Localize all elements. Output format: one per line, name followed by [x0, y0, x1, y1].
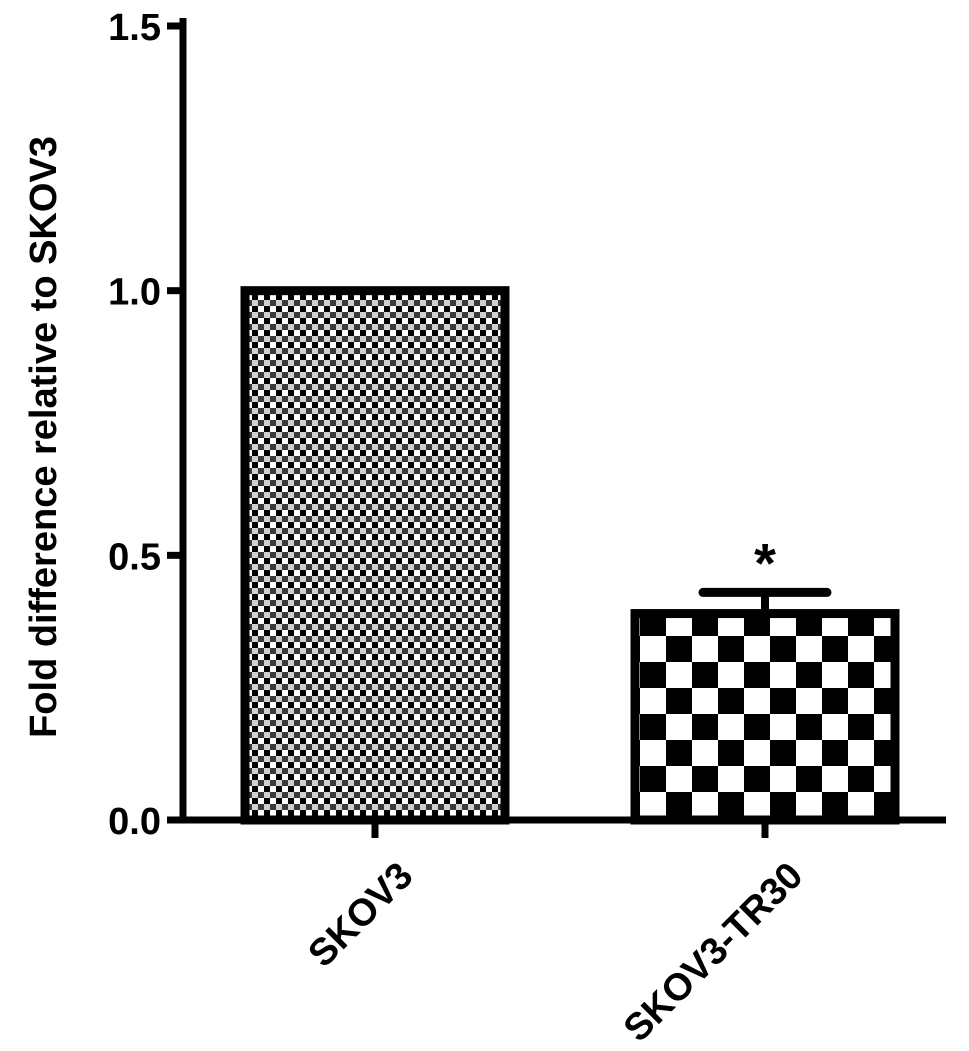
- bar-skov3-tr30: [630, 609, 900, 825]
- x-tick-label: SKOV3: [301, 855, 422, 976]
- annotations: *: [754, 531, 776, 594]
- error-bars: [698, 587, 832, 614]
- y-tick-label: 1.0: [108, 272, 161, 314]
- y-tick-label: 0.5: [108, 536, 161, 578]
- x-ticks: SKOV3 SKOV3-TR30: [301, 820, 811, 1050]
- y-ticks: 0.0 0.5 1.0 1.5: [108, 7, 183, 843]
- y-axis-label: Fold difference relative to SKOV3: [23, 136, 65, 738]
- y-tick-label: 1.5: [108, 7, 161, 49]
- significance-marker: *: [754, 531, 776, 594]
- x-tick-label: SKOV3-TR30: [616, 855, 811, 1046]
- bar-skov3: [240, 286, 510, 825]
- bars: [240, 286, 900, 825]
- y-tick-label: 0.0: [108, 801, 161, 843]
